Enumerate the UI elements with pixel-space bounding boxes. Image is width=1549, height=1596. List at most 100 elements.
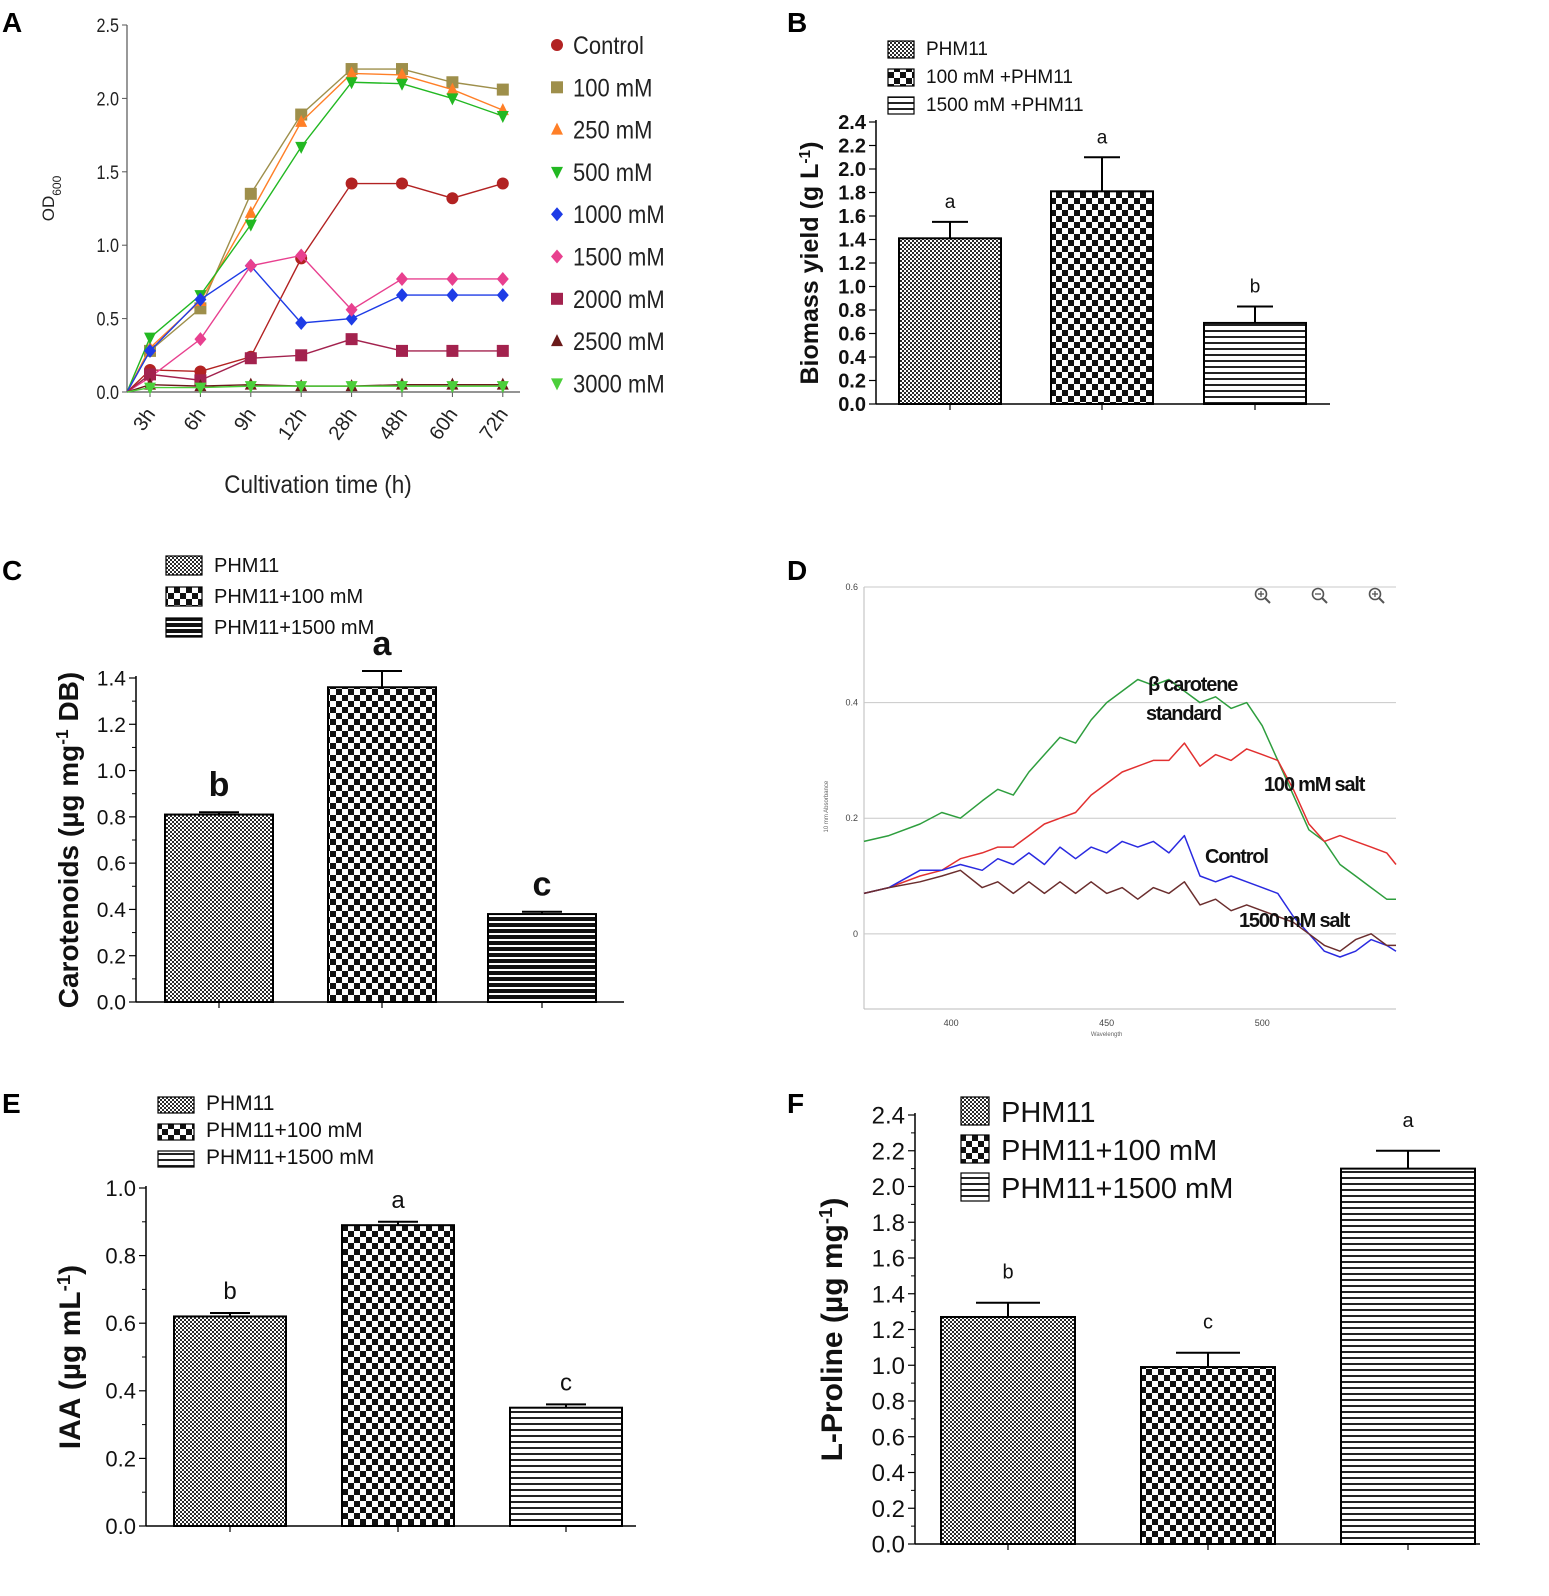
y-tick-label: 1.0 [105, 1176, 136, 1201]
data-point [345, 66, 358, 79]
legend-label: 1500 mM +PHM11 [926, 95, 1084, 116]
data-point [345, 302, 358, 317]
data-point [396, 271, 408, 286]
significance-letter: a [945, 192, 956, 213]
y-tick-label: 0.0 [97, 382, 120, 404]
x-tick-label: 3h [129, 404, 160, 435]
significance-letter: b [1250, 276, 1261, 297]
zoom-in-icon[interactable] [1254, 587, 1271, 604]
panel-f: F 0.0 0.2 0.4 0.6 0.8 1.0 1.2 1.4 1.6 1.8 2.0 2.2 2.… [780, 1075, 1549, 1596]
y-tick-label: 1.2 [838, 253, 866, 275]
x-tick-label: 28h [325, 404, 362, 444]
data-point [496, 271, 509, 286]
legend-label: PHM11+1500 mM [206, 1146, 374, 1169]
y-axis-label: IAA (µg mL-1) [53, 1265, 88, 1449]
spectrum-1500-mm-salt [863, 869, 1396, 952]
x-tick-label: 48h [375, 404, 412, 444]
panel-label: D [787, 555, 807, 586]
data-point [551, 292, 563, 305]
legend-swatch [157, 1123, 195, 1141]
series-line [126, 72, 504, 393]
spectrum--carotene-standard [863, 678, 1396, 900]
series-100-mm [126, 63, 509, 393]
y-tick-label: 1.0 [838, 277, 866, 299]
zoom-reset-icon[interactable] [1368, 587, 1385, 604]
legend-label: PHM11 [214, 555, 279, 577]
legend-item: 250 mM [551, 116, 652, 144]
y-tick-label: 0.0 [105, 1514, 136, 1539]
data-point [396, 78, 408, 91]
data-point [496, 111, 509, 124]
significance-letter: a [373, 625, 393, 663]
data-point [244, 381, 257, 394]
y-tick-label: 1.8 [838, 183, 866, 205]
bar-1 [898, 237, 1002, 405]
legend-label: PHM11+100 mM [214, 586, 363, 608]
data-point [551, 81, 563, 94]
y-tick-label: 0.6 [872, 1424, 905, 1451]
bar-1 [173, 1315, 287, 1527]
data-point [295, 381, 308, 394]
y-tick-label: 2.4 [872, 1103, 905, 1130]
data-point [345, 381, 358, 394]
data-point [496, 83, 509, 96]
y-tick-label: 1.4 [872, 1281, 905, 1308]
zoom-out-icon[interactable] [1311, 587, 1328, 604]
legend-swatch [165, 617, 203, 638]
legend-label: 3000 mM [573, 370, 665, 398]
bar-1 [940, 1315, 1076, 1545]
x-tick-label: 6h [180, 404, 211, 435]
x-axis-label: Cultivation time (h) [224, 471, 411, 499]
data-point [551, 378, 563, 391]
data-point [446, 82, 459, 95]
annotation-label: β carotene [1148, 674, 1238, 696]
bar-3 [487, 913, 597, 1003]
y-axis-label: Carotenoids (µg mg-1 DB) [52, 672, 84, 1008]
y-tick-label: 2.0 [872, 1174, 905, 1201]
significance-letter: a [391, 1187, 405, 1214]
bar-2 [341, 1224, 455, 1527]
y-tick-label: 0.8 [105, 1244, 136, 1269]
y-tick-label: 0.4 [97, 899, 127, 922]
data-point [345, 311, 358, 326]
data-point [345, 77, 358, 90]
y-tick-label: 0.8 [97, 806, 126, 829]
series-2000-mm [126, 333, 509, 393]
data-point [396, 288, 408, 303]
panel-label: F [787, 1088, 804, 1119]
data-point [551, 249, 563, 264]
y-tick-label: 0.2 [872, 1496, 905, 1523]
legend-item: 2500 mM [551, 328, 665, 355]
y-tick-label: 1.5 [97, 162, 120, 184]
y-tick-label: 0.4 [872, 1460, 905, 1487]
series-line [126, 68, 503, 393]
bar-2 [1140, 1366, 1276, 1545]
y-tick-label: 2.2 [838, 136, 866, 158]
legend-swatch [960, 1134, 990, 1164]
panel-label: C [2, 555, 22, 586]
legend-swatch [165, 586, 203, 607]
data-point [244, 205, 257, 218]
data-point [396, 177, 408, 190]
significance-letter: c [533, 866, 552, 904]
data-point [396, 381, 408, 394]
series-line [126, 264, 503, 393]
legend-swatch [960, 1172, 990, 1202]
legend-label: PHM11 [1001, 1097, 1096, 1129]
y-tick-label: 0.6 [105, 1311, 136, 1336]
bar-2 [327, 686, 437, 1003]
significance-letter: a [1097, 127, 1108, 148]
y-tick-label: 0.2 [97, 945, 126, 968]
legend-label: PHM11+100 mM [206, 1119, 363, 1142]
x-tick-label: 12h [274, 404, 311, 444]
data-point [396, 67, 408, 80]
series-line [126, 385, 503, 393]
annotation-label: Control [1205, 846, 1268, 868]
l-proline-chart: F 0.0 0.2 0.4 0.6 0.8 1.0 1.2 1.4 1.6 1.8 2.0 2.2 2.… [787, 1088, 1480, 1559]
panel-label: B [787, 7, 807, 38]
x-tick-label: 9h [230, 404, 261, 435]
data-point [551, 207, 563, 222]
y-tick-label: 0.2 [105, 1446, 136, 1471]
legend-label: PHM11+1500 mM [214, 617, 374, 639]
legend-label: PHM11 [206, 1092, 274, 1115]
